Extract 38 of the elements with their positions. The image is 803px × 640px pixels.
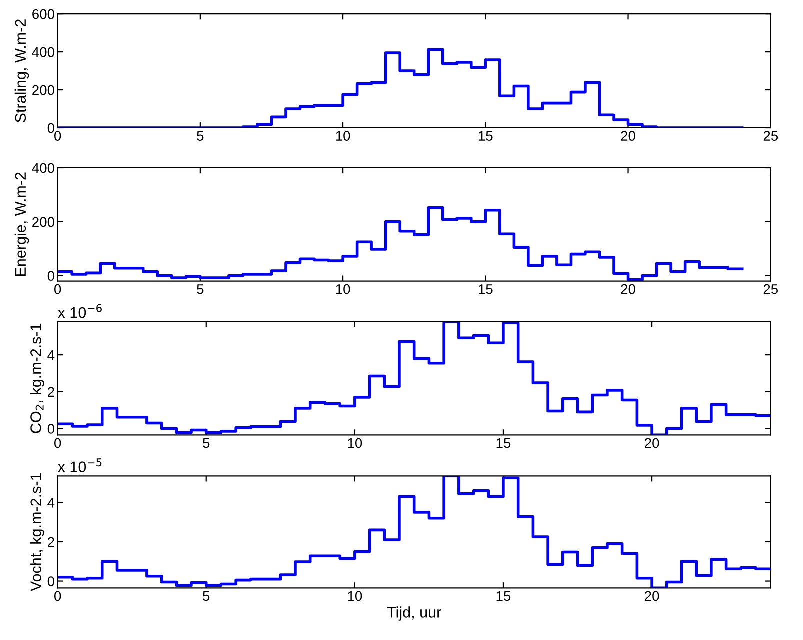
y-tick-label: 0 bbox=[48, 123, 54, 134]
x-tick-label: 25 bbox=[764, 131, 778, 141]
y-axis-title: Vocht, kg.m-2.s-1 bbox=[30, 473, 45, 592]
y-tick-label: 400 bbox=[32, 163, 54, 174]
x-tick-label: 10 bbox=[336, 131, 350, 141]
x-tick-label: 20 bbox=[621, 284, 636, 294]
x-tick-label: 20 bbox=[645, 591, 660, 602]
x-tick-label: 25 bbox=[764, 284, 778, 294]
x-tick-label: 15 bbox=[478, 284, 493, 294]
x-tick-label: 5 bbox=[197, 131, 204, 141]
y-tick-label: 2 bbox=[48, 387, 54, 397]
x-tick-label: 10 bbox=[348, 438, 362, 448]
y-axis-title: CO$_{2}$, kg.m-2.s-1 bbox=[30, 324, 44, 434]
x-tick-label: 15 bbox=[496, 438, 511, 448]
y-axis-title: Straling, W.m-2 bbox=[14, 20, 30, 123]
y-tick-label: 0 bbox=[48, 576, 54, 586]
y-tick-label: 0 bbox=[48, 424, 54, 434]
x-tick-label: 20 bbox=[645, 438, 660, 448]
y-tick-label: 4 bbox=[48, 350, 55, 360]
y-tick-label: 200 bbox=[32, 217, 54, 228]
y-tick-label: 4 bbox=[48, 498, 55, 508]
x-axis-title: Tijd, uur bbox=[387, 606, 442, 621]
y-tick-label: 0 bbox=[48, 271, 54, 282]
y-tick-label: 200 bbox=[32, 85, 54, 96]
x-tick-label: 10 bbox=[348, 591, 362, 602]
y-tick-label: 600 bbox=[32, 9, 54, 20]
x-tick-label: 5 bbox=[203, 438, 210, 448]
x-tick-label: 15 bbox=[496, 591, 511, 602]
x-tick-label: 20 bbox=[621, 131, 636, 141]
x-tick-label: 10 bbox=[336, 284, 350, 294]
x-tick-label: 5 bbox=[197, 284, 204, 294]
y-tick-label: 400 bbox=[32, 47, 54, 58]
y-axis-title: Energie, W.m-2 bbox=[14, 172, 30, 276]
text: x 10$^{−6}$ bbox=[58, 304, 102, 318]
text: x 10$^{−5}$ bbox=[58, 458, 102, 472]
x-tick-label: 15 bbox=[478, 131, 493, 141]
y-tick-label: 2 bbox=[48, 537, 54, 548]
x-tick-label: 5 bbox=[203, 591, 210, 602]
